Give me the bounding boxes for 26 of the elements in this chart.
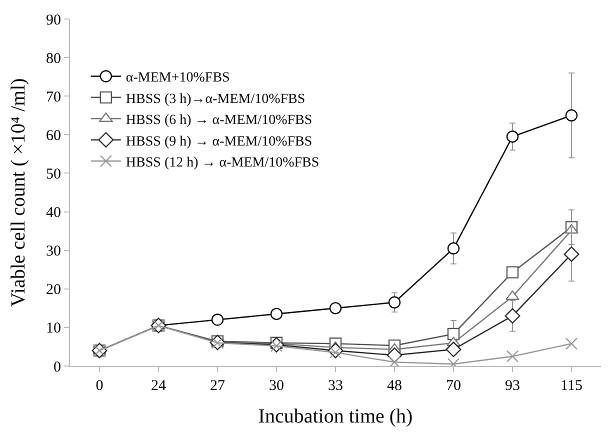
x-tick-label: 115: [560, 378, 582, 394]
legend-label: HBSS (6 h) → α-MEM/10%FBS: [126, 113, 312, 128]
x-axis-title: Incubation time (h): [258, 406, 413, 428]
y-tick-label: 50: [46, 166, 61, 182]
legend-label: HBSS (12 h) → α-MEM/10%FBS: [126, 156, 320, 170]
y-tick-label: 30: [46, 244, 61, 260]
y-tick-label: 80: [46, 50, 61, 67]
legend-label: HBSS (9 h) → α-MEM/10%FBS: [126, 134, 312, 150]
legend-label: HBSS (3 h)→α-MEM/10%FBS: [126, 92, 306, 107]
x-tick-label: 48: [387, 378, 402, 394]
legend-label: α-MEM+10%FBS: [126, 70, 230, 86]
x-tick-label: 33: [328, 378, 343, 394]
y-tick-label: 0: [54, 359, 61, 376]
x-tick-label: 70: [446, 378, 461, 394]
x-tick-label: 93: [505, 378, 520, 394]
x-tick-label: 0: [96, 378, 104, 394]
y-axis-title: Viable cell count ( ×10⁴ /ml): [8, 78, 30, 307]
y-tick-label: 90: [46, 12, 61, 28]
y-tick-label: 70: [46, 89, 61, 106]
x-tick-label: 30: [269, 378, 284, 394]
x-tick-label: 24: [151, 378, 166, 394]
y-tick-label: 10: [46, 320, 61, 337]
y-tick-label: 20: [46, 282, 61, 298]
y-tick-label: 60: [46, 128, 61, 144]
x-tick-label: 27: [210, 378, 226, 394]
y-tick-label: 40: [46, 205, 61, 222]
